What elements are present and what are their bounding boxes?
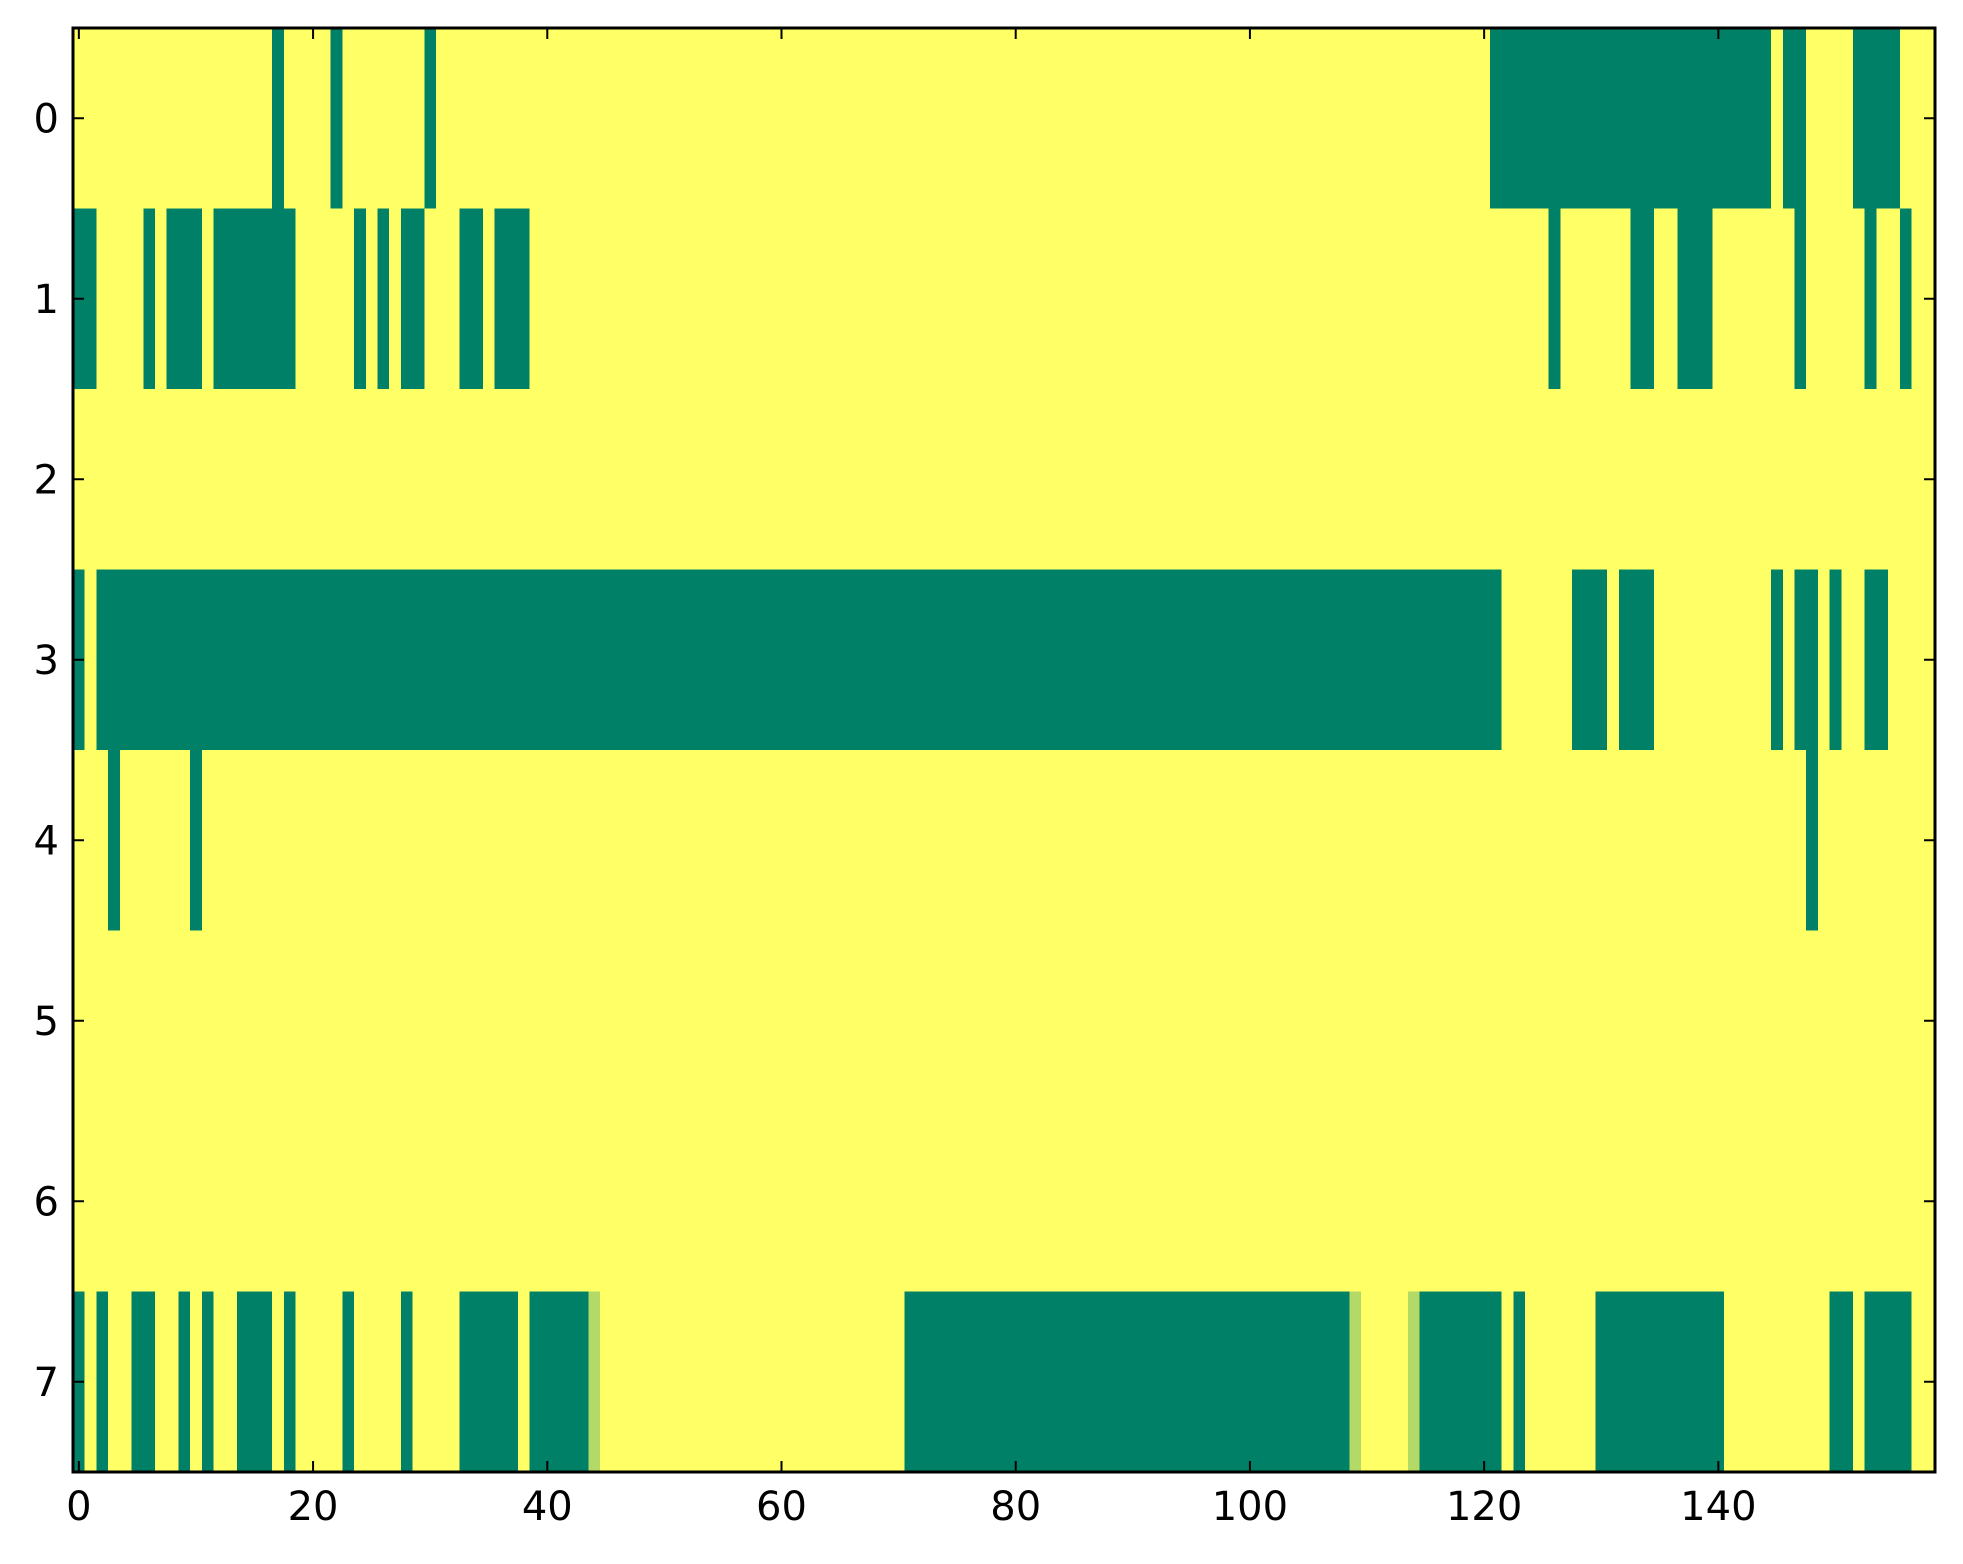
y-tick-label: 5 xyxy=(34,999,59,1045)
heatmap-cell xyxy=(459,1291,518,1472)
x-tick-label: 40 xyxy=(522,1484,573,1530)
heatmap-cell xyxy=(494,208,530,389)
heatmap-cell xyxy=(131,1291,155,1472)
y-tick-label: 0 xyxy=(34,96,59,142)
heatmap-cell xyxy=(96,1291,109,1472)
heatmap-cell xyxy=(1349,1291,1362,1472)
heatmap-cell xyxy=(283,1291,296,1472)
heatmap-cell xyxy=(213,208,296,389)
heatmap-cell xyxy=(400,1291,413,1472)
heatmap-cell xyxy=(1595,1291,1725,1472)
heatmap-cell xyxy=(342,1291,355,1472)
heatmap-cell xyxy=(201,1291,214,1472)
y-tick-label: 6 xyxy=(34,1179,59,1225)
heatmap-cell xyxy=(84,208,97,389)
heatmap-cell xyxy=(108,750,120,931)
heatmap-cell xyxy=(904,1291,1350,1472)
heatmap-cell xyxy=(1782,28,1807,209)
heatmap-cell xyxy=(588,1291,600,1472)
heatmap-cell xyxy=(1408,1291,1420,1472)
heatmap-cell xyxy=(96,569,1502,750)
y-tick-label: 3 xyxy=(34,638,59,684)
y-tick-label: 4 xyxy=(34,818,59,864)
heatmap-cell xyxy=(1630,208,1654,389)
y-tick-label: 1 xyxy=(34,277,59,323)
x-tick-label: 20 xyxy=(288,1484,339,1530)
heatmap-cell xyxy=(330,28,343,209)
heatmap-cell xyxy=(166,208,202,389)
heatmap-cell xyxy=(272,28,284,209)
heatmap-cell xyxy=(424,28,437,209)
heatmap-cell xyxy=(1677,208,1713,389)
y-tick-label: 2 xyxy=(34,457,59,503)
heatmap-cell xyxy=(400,208,425,389)
heatmap-cell xyxy=(1899,208,1912,389)
x-tick-label: 80 xyxy=(990,1484,1041,1530)
heatmap-cell xyxy=(1829,569,1842,750)
x-axis: 0 20 40 60 80 100 120 140 xyxy=(66,28,1757,1530)
heatmap-cell xyxy=(1419,1291,1502,1472)
heatmap-cell xyxy=(529,1291,589,1472)
x-tick-label: 140 xyxy=(1680,1484,1756,1530)
heatmap-cell xyxy=(190,750,202,931)
heatmap-cell xyxy=(236,1291,273,1472)
y-tick-label: 7 xyxy=(34,1360,59,1406)
heatmap-cell xyxy=(1513,1291,1526,1472)
heatmap-cell xyxy=(1864,569,1889,750)
heatmap-cell xyxy=(354,208,366,389)
axes-frame xyxy=(71,26,1937,1474)
heatmap-cells xyxy=(73,28,1912,1472)
plot-area xyxy=(73,28,1935,1472)
heatmap-cell xyxy=(1794,569,1818,750)
x-tick-label: 120 xyxy=(1446,1484,1522,1530)
y-axis: 0 1 2 3 4 5 6 7 xyxy=(34,96,1935,1406)
heatmap-cell xyxy=(1571,569,1608,750)
x-tick-label: 60 xyxy=(756,1484,807,1530)
heatmap-cell xyxy=(1864,208,1877,389)
x-tick-label: 0 xyxy=(66,1484,91,1530)
heatmap-cell xyxy=(1864,1291,1912,1472)
heatmap-cell xyxy=(459,208,483,389)
heatmap-cell xyxy=(1618,569,1654,750)
heatmap-cell xyxy=(1548,208,1561,389)
x-tick-label: 100 xyxy=(1212,1484,1288,1530)
heatmap-cell xyxy=(1829,1291,1854,1472)
heatmap-cell xyxy=(1489,28,1772,209)
heatmap-cell xyxy=(178,1291,191,1472)
heatmap-cell xyxy=(1771,569,1783,750)
heatmap-cell xyxy=(1806,750,1818,931)
heatmap-cell xyxy=(1794,208,1807,389)
heatmap-cell xyxy=(1853,28,1900,209)
heatmap-cell xyxy=(143,208,155,389)
heatmap-cell xyxy=(377,208,390,389)
